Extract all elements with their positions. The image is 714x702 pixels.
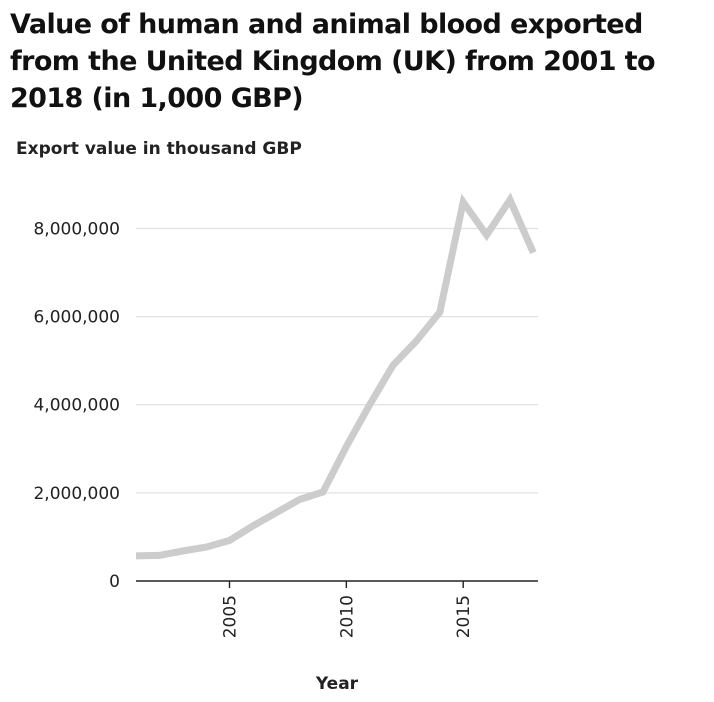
y-tick-label-0: 0: [109, 572, 120, 592]
x-tick-label-0: 2005: [220, 595, 240, 638]
y-tick-label-1: 2,000,000: [33, 484, 120, 504]
y-tick-label-4: 8,000,000: [33, 219, 120, 239]
y-tick-label-2: 4,000,000: [33, 396, 120, 416]
x-tick-label-1: 2010: [337, 595, 357, 638]
chart-title: Value of human and animal blood exported…: [10, 9, 656, 114]
y-axis-title: Export value in thousand GBP: [16, 139, 302, 159]
x-tick-label-2: 2015: [454, 595, 474, 638]
x-axis-title: Year: [315, 674, 359, 694]
series-line: [135, 192, 537, 560]
y-tick-label-3: 6,000,000: [33, 308, 120, 328]
